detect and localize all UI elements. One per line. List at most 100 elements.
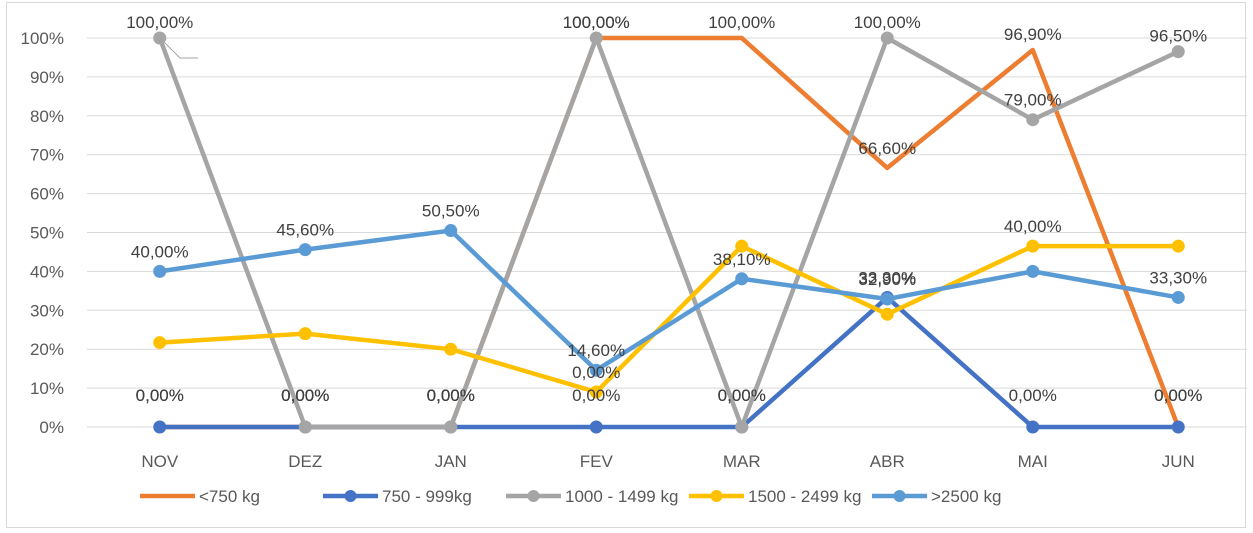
data-point (298, 327, 312, 341)
data-point (1026, 239, 1040, 253)
data-label: 0,00% (572, 363, 620, 382)
data-label: 66,60% (858, 139, 916, 158)
data-label: 100,00% (563, 13, 630, 32)
data-point (298, 243, 312, 257)
y-tick-label: 0% (39, 418, 64, 437)
data-label: 14,60% (567, 341, 625, 360)
data-point (1026, 420, 1040, 434)
data-label: 33,30% (858, 268, 916, 287)
data-label: 96,90% (1004, 25, 1062, 44)
data-label: 100,00% (563, 13, 630, 32)
y-tick-label: 60% (30, 185, 64, 204)
data-label: 0,00% (718, 386, 766, 405)
data-label: 0,00% (136, 386, 184, 405)
data-point (1171, 420, 1185, 434)
data-point (444, 420, 458, 434)
series-lines (153, 31, 1185, 434)
x-tick-label: MAR (723, 452, 761, 471)
data-label: 50,50% (422, 202, 480, 221)
legend-swatch-marker (527, 490, 540, 502)
data-label: 38,10% (713, 250, 771, 269)
series-line (157, 243, 1181, 395)
data-point (589, 420, 603, 434)
x-tick-label: FEV (580, 452, 614, 471)
data-label: 0,00% (281, 386, 329, 405)
data-point (153, 264, 167, 278)
legend-swatch-marker (344, 490, 357, 502)
data-label: 40,00% (131, 242, 189, 261)
data-point (880, 307, 894, 321)
legend: <750 kg 750 - 999kg 1000 - 1499 kg 1500 - 2… (140, 487, 1001, 506)
data-point (735, 239, 749, 253)
y-tick-label: 10% (30, 379, 64, 398)
data-label: 100,00% (708, 13, 775, 32)
legend-label: >2500 kg (931, 487, 1001, 506)
data-label: 79,00% (1004, 91, 1062, 110)
y-tick-label: 30% (30, 301, 64, 320)
legend-item: >2500 kg (872, 487, 1001, 506)
x-tick-label: NOV (141, 452, 179, 471)
data-label: 0,00% (427, 386, 475, 405)
data-point (880, 31, 894, 45)
data-label: 32,90% (858, 270, 916, 289)
data-point (1026, 264, 1040, 278)
y-tick-label: 70% (30, 146, 64, 165)
data-label: 0,00% (427, 386, 475, 405)
y-tick-label: 80% (30, 107, 64, 126)
data-point (589, 31, 603, 45)
data-point (298, 420, 312, 434)
series-line (157, 35, 1181, 430)
data-point (153, 336, 167, 350)
data-label: 33,30% (1149, 268, 1207, 287)
data-label: 100,00% (126, 13, 193, 32)
x-tick-label: JAN (435, 452, 467, 471)
data-label: 0,00% (1154, 386, 1202, 405)
data-point (1171, 290, 1185, 304)
data-point (1171, 45, 1185, 59)
data-label: 0,00% (136, 386, 184, 405)
legend-item: <750 kg (140, 487, 260, 506)
data-label: 0,00% (281, 386, 329, 405)
y-tick-label: 90% (30, 68, 64, 87)
data-label: 0,00% (718, 386, 766, 405)
data-label: 0,00% (427, 386, 475, 405)
data-label: 0,00% (1009, 386, 1057, 405)
legend-swatch-marker (710, 490, 723, 502)
data-label: 0,00% (1154, 386, 1202, 405)
leader-line (161, 39, 181, 59)
data-label: 96,50% (1149, 27, 1207, 46)
data-label: 40,00% (1004, 217, 1062, 236)
legend-swatch-marker (893, 490, 906, 502)
data-point (153, 420, 167, 434)
data-point (444, 224, 458, 238)
data-point (735, 272, 749, 286)
x-tick-label: JUN (1162, 452, 1195, 471)
legend-item: 1000 - 1499 kg (506, 487, 678, 506)
data-label: 0,00% (281, 386, 329, 405)
data-label: 0,00% (572, 386, 620, 405)
legend-item: 1500 - 2499 kg (689, 487, 861, 506)
x-tick-label: MAI (1018, 452, 1048, 471)
x-tick-label: DEZ (288, 452, 322, 471)
x-axis-tick-labels: NOV DEZ JAN FEV MAR ABR MAI JUN (141, 452, 1194, 471)
x-tick-label: ABR (870, 452, 905, 471)
data-point (589, 363, 603, 377)
y-axis-tick-labels: 0% 10% 20% 30% 40% 50% 60% 70% 80% 90% 100% (21, 29, 64, 437)
data-labels: 0,00% 0,00% 0,00% 100,00% 100,00% 66,60% 96,90… (126, 13, 1207, 405)
legend-label: 750 - 999kg (382, 487, 472, 506)
data-label: 100,00% (854, 13, 921, 32)
data-point (735, 420, 749, 434)
data-label: 45,60% (276, 221, 334, 240)
y-tick-label: 50% (30, 224, 64, 243)
legend-label: 1000 - 1499 kg (565, 487, 678, 506)
y-tick-label: 100% (21, 29, 64, 48)
y-tick-label: 40% (30, 262, 64, 281)
data-point (589, 385, 603, 399)
data-point (1171, 239, 1185, 253)
legend-label: 1500 - 2499 kg (748, 487, 861, 506)
y-tick-label: 20% (30, 340, 64, 359)
series-line (157, 228, 1181, 373)
data-point (444, 342, 458, 356)
legend-label: <750 kg (199, 487, 260, 506)
